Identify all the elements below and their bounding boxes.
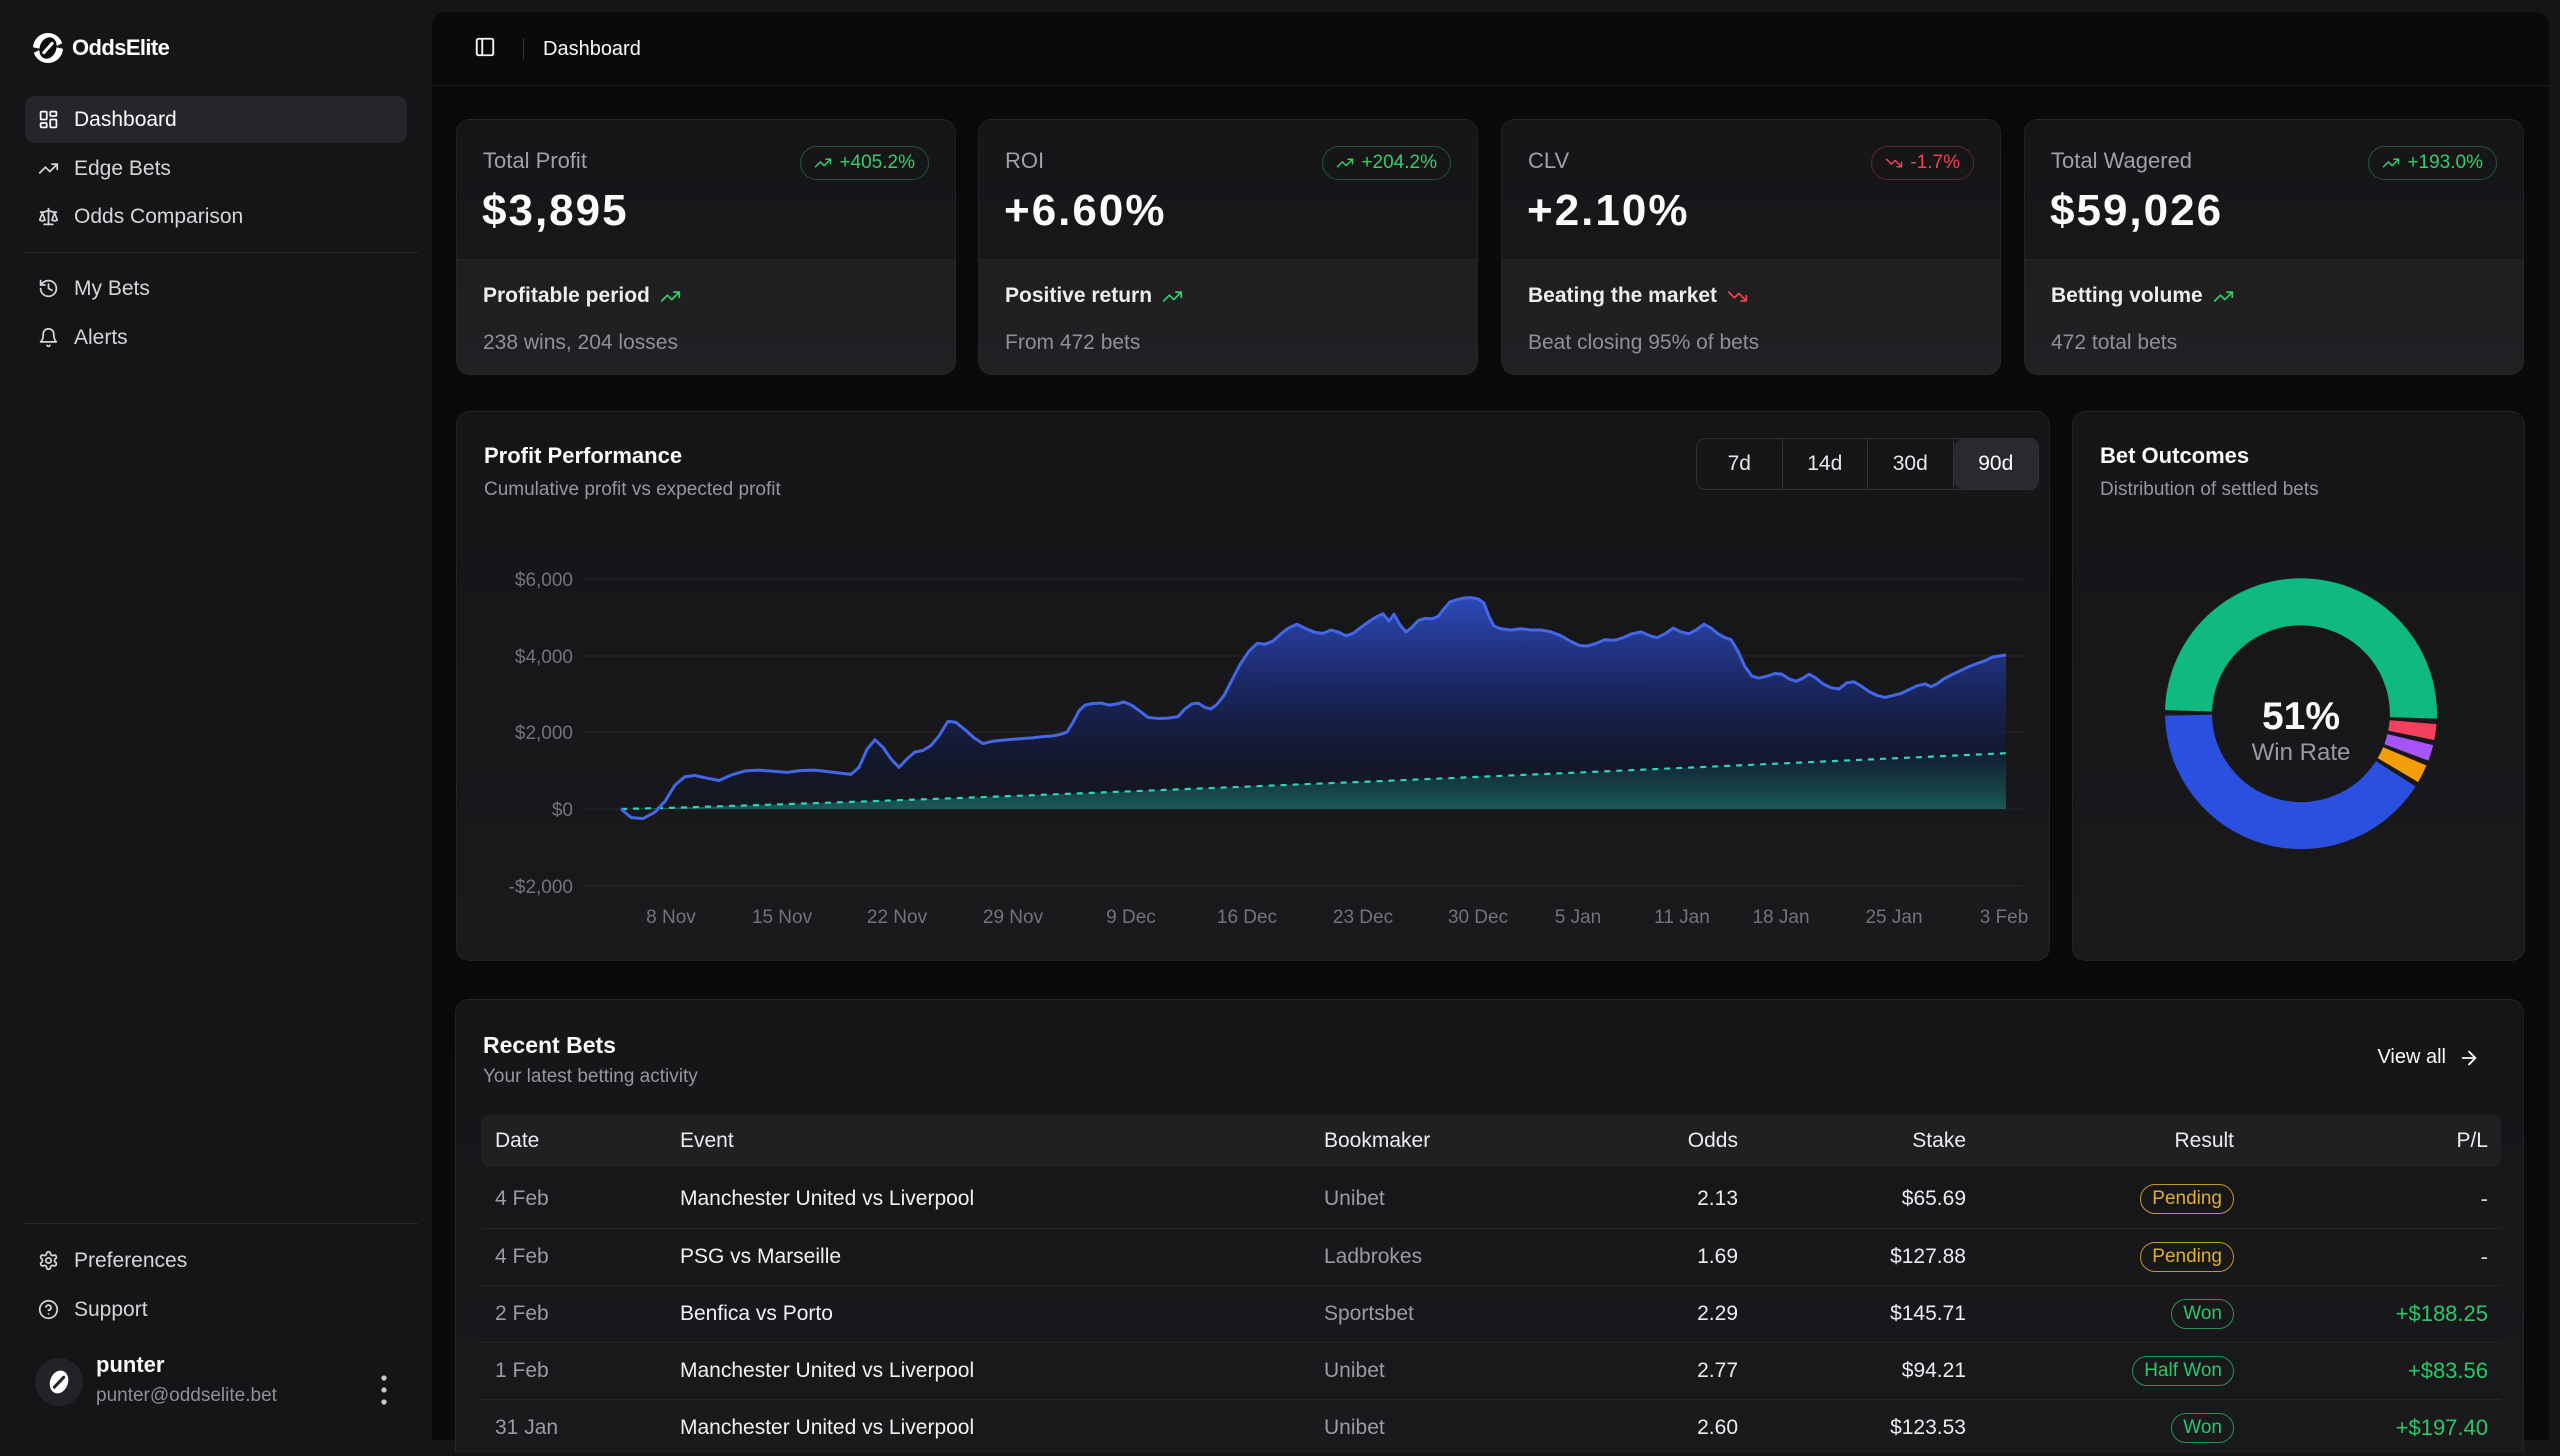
svg-text:8 Nov: 8 Nov bbox=[646, 907, 696, 928]
svg-text:3 Feb: 3 Feb bbox=[1980, 907, 2029, 928]
svg-text:29 Nov: 29 Nov bbox=[983, 907, 1044, 928]
svg-text:Win Rate: Win Rate bbox=[2252, 739, 2351, 766]
svg-text:-$2,000: -$2,000 bbox=[509, 877, 573, 898]
svg-text:15 Nov: 15 Nov bbox=[752, 907, 813, 928]
svg-text:11 Jan: 11 Jan bbox=[1654, 907, 1710, 928]
svg-text:$0: $0 bbox=[552, 800, 573, 821]
svg-text:$6,000: $6,000 bbox=[515, 570, 573, 591]
svg-text:16 Dec: 16 Dec bbox=[1217, 907, 1277, 928]
svg-text:$2,000: $2,000 bbox=[515, 723, 573, 744]
svg-text:25 Jan: 25 Jan bbox=[1865, 907, 1922, 928]
svg-text:5 Jan: 5 Jan bbox=[1555, 907, 1601, 928]
svg-text:$4,000: $4,000 bbox=[515, 647, 573, 668]
svg-text:30 Dec: 30 Dec bbox=[1448, 907, 1508, 928]
svg-text:18 Jan: 18 Jan bbox=[1752, 907, 1809, 928]
svg-text:51%: 51% bbox=[2262, 695, 2340, 738]
svg-text:9 Dec: 9 Dec bbox=[1106, 907, 1156, 928]
svg-text:23 Dec: 23 Dec bbox=[1333, 907, 1393, 928]
svg-text:22 Nov: 22 Nov bbox=[867, 907, 928, 928]
